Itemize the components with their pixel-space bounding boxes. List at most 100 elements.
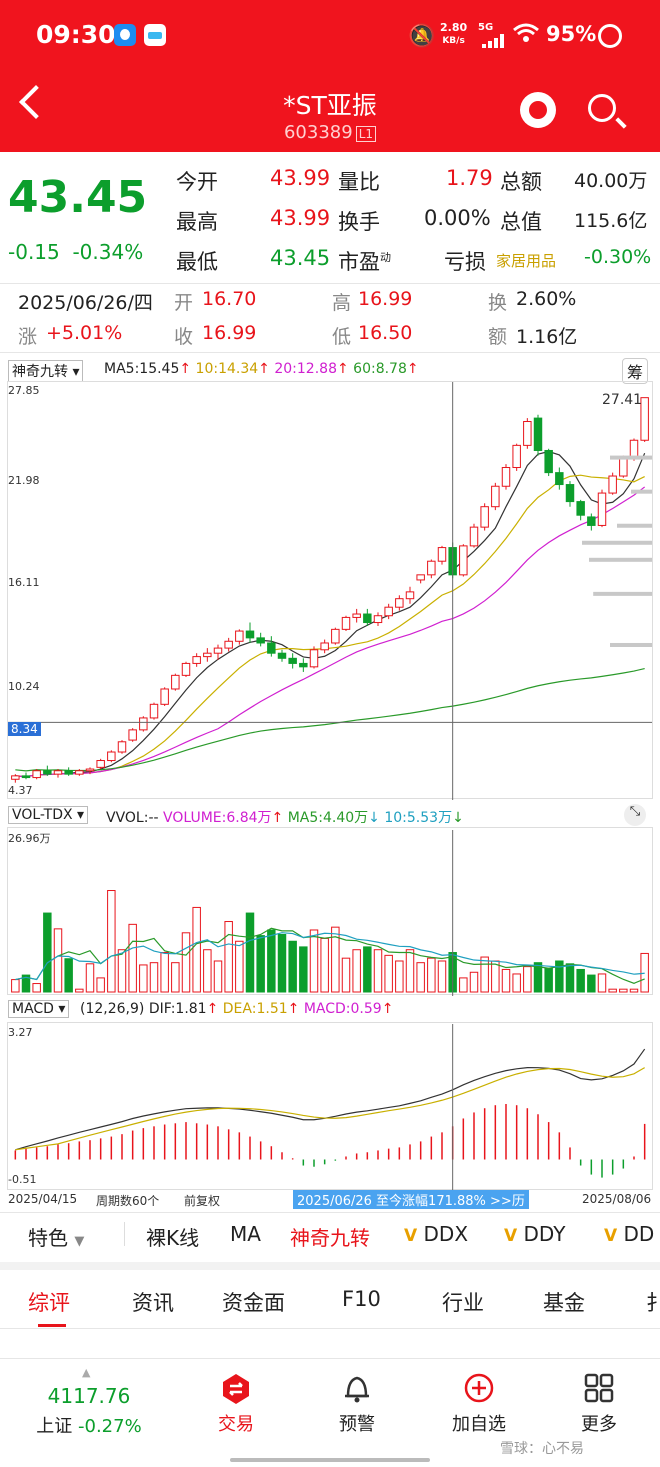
more-grid-icon[interactable] [584,1373,614,1403]
tab-fund[interactable]: 基金 [543,1291,585,1315]
watermark: 雪球：心不易 [500,1441,584,1457]
volume-bar [576,968,585,993]
chg-label: 涨 [18,326,38,348]
volume-bar [277,933,287,993]
vol-pane [7,827,653,995]
adjust-mode[interactable]: 前复权 [184,1194,221,1208]
tab-f10[interactable]: F10 [342,1287,381,1311]
candle-body [85,768,95,772]
network-type: 5G [478,22,494,33]
section-gap [0,1262,660,1270]
volume-bar [299,946,308,993]
candle-body [437,547,447,562]
volume-bar [597,973,607,993]
divider [0,1328,660,1329]
indicator-naked-k[interactable]: 裸K线 [146,1226,200,1250]
turn-label: 换 [488,292,508,314]
volume-bar [224,921,233,993]
trade-button[interactable]: 交易 [218,1414,254,1435]
dif-line [15,1048,646,1151]
candle-body [640,397,649,441]
indicator-dd[interactable]: V DD [604,1222,655,1246]
turn-value: 2.60% [516,288,577,310]
volume-ma-line-1 [15,932,645,981]
tab-news[interactable]: 资讯 [132,1291,174,1315]
volume-bar [427,957,436,993]
index-value[interactable]: 4117.76 [47,1384,131,1408]
volume-ma-line-0 [15,927,645,984]
kline-chart[interactable] [0,382,660,802]
tab-funds-flow[interactable]: 资金面 [222,1291,285,1315]
chip-bar [582,540,652,545]
chip-distribution-button[interactable]: 筹 [622,358,649,384]
macd-pane [7,1022,653,1190]
indicator-ddy[interactable]: V DDY [504,1222,566,1246]
macd-indicator-select[interactable]: MACD ▾ [8,1000,70,1018]
volume-chart[interactable] [0,830,660,996]
candle-body [341,616,351,630]
chip-bar [610,455,652,460]
volume-bar [288,940,297,993]
status-time: 09:30 [36,20,116,49]
vol-legend: VVOL:-- VOLUME:6.84万↑ MA5:4.40万↓ 10:5.53… [106,810,464,826]
home-indicator [230,1458,430,1462]
add-watchlist-button[interactable]: 加自选 [452,1414,506,1435]
volume-bar [149,962,159,993]
candle-body [405,591,415,600]
macd-y-bottom: -0.51 [8,1173,37,1186]
candle-body [395,598,404,608]
volume-bar [363,946,372,993]
candle-body [267,642,276,654]
volume-bar [85,963,95,993]
range-gain-banner[interactable]: 2025/06/26 至今涨幅171.88% >>历 [293,1190,529,1209]
trade-icon[interactable] [222,1374,250,1404]
volume-bar [203,949,212,993]
more-button[interactable]: 更多 [581,1414,617,1435]
volume-bar [469,971,479,993]
candle-body [75,770,84,775]
indicator-ddx[interactable]: V DDX [404,1222,469,1246]
search-icon[interactable] [588,94,616,122]
feature-dropdown[interactable]: 特色 ▼ [28,1226,85,1250]
candle-body [43,770,52,775]
volume-bar [96,977,105,993]
indicator-nine-turn[interactable]: 神奇九转 [290,1226,370,1250]
index-info[interactable]: 上证 -0.27% [36,1416,142,1437]
tab-industry[interactable]: 行业 [442,1291,484,1315]
mascot-icon[interactable] [520,92,556,128]
macd-chart[interactable] [0,1024,660,1192]
alert-bell-icon[interactable] [342,1372,372,1404]
collapse-arrow-icon[interactable]: ▲ [82,1366,91,1379]
value-low: 43.45 [270,246,331,270]
app-notification-icon [114,24,136,46]
chip-bar [593,591,652,596]
kline-indicator-select[interactable]: 神奇九转 ▾ [8,360,84,382]
candle-body [352,613,361,618]
volume-bar [555,960,564,993]
candle-body [533,417,543,451]
add-watchlist-icon[interactable] [463,1372,495,1404]
y-label: 16.11 [8,576,40,589]
macd-legend: (12,26,9) DIF:1.81↑ DEA:1.51↑ MACD:0.59↑ [80,1001,394,1017]
industry-name[interactable]: 家居用品 [496,252,557,270]
candle-body [320,642,329,651]
expand-icon[interactable]: ⤡ [624,804,646,826]
indicator-ma[interactable]: MA [230,1222,261,1246]
volume-bar [437,960,447,993]
alert-button[interactable]: 预警 [339,1414,375,1435]
candle-body [149,703,159,719]
label-pe: 市盈动 [338,250,391,274]
volume-bar [373,949,383,993]
volume-bar [512,973,521,993]
candle-body [544,449,553,474]
wallet-notification-icon [144,24,166,46]
label-volume-ratio: 量比 [338,170,380,194]
value-volume-ratio: 1.79 [446,166,493,190]
candle-body [53,770,63,775]
tab-overview[interactable]: 综评 [28,1291,70,1315]
candle-body [256,637,265,644]
candle-body [480,506,489,528]
vol-indicator-select[interactable]: VOL-TDX ▾ [8,806,89,824]
tab-more[interactable]: 扌 [646,1291,660,1315]
candle-body [203,652,212,658]
